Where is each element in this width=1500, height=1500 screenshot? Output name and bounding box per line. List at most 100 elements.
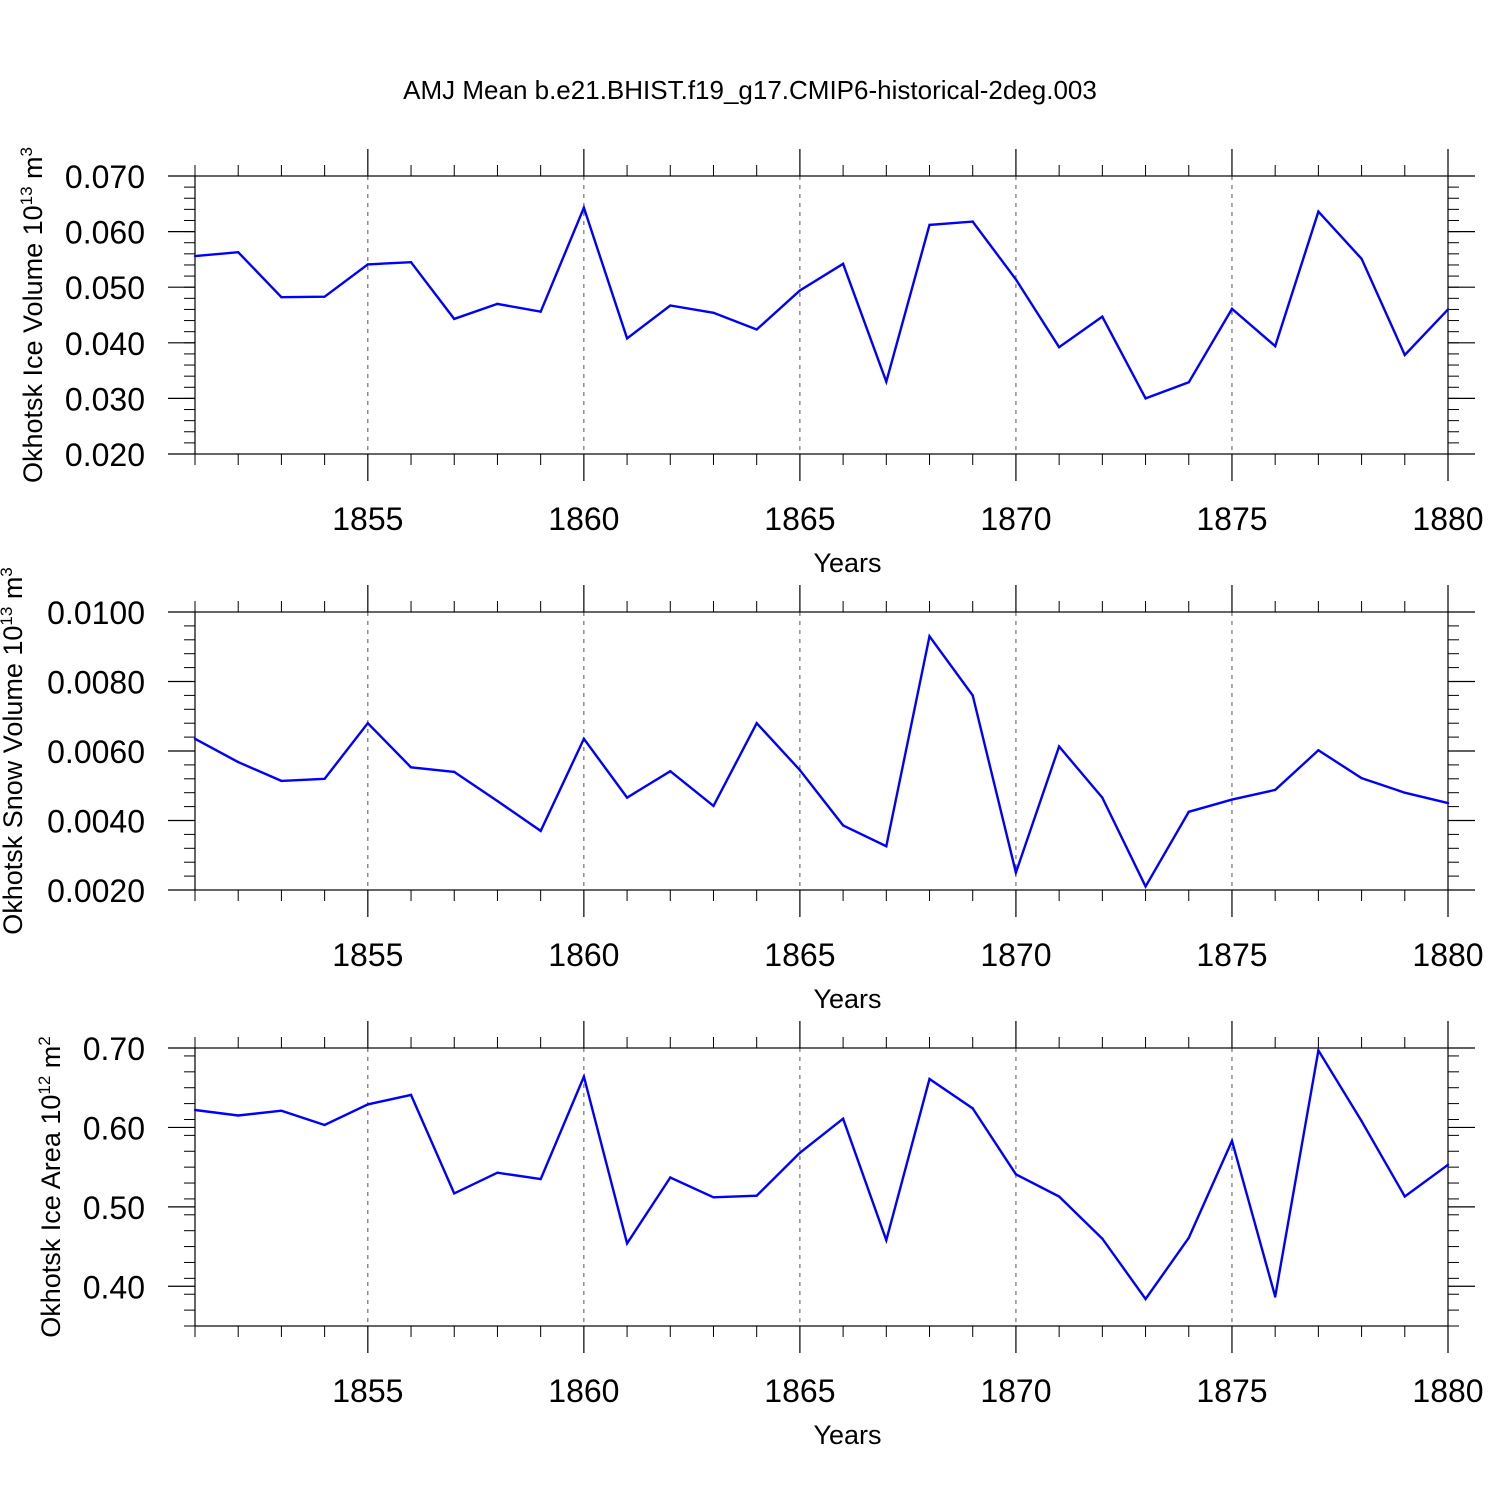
y-tick-label: 0.40 [83, 1269, 145, 1305]
y-tick-label: 0.0020 [47, 873, 145, 909]
data-point [366, 722, 370, 725]
chart-title: AMJ Mean b.e21.BHIST.f19_g17.CMIP6-histo… [403, 75, 1097, 105]
data-point [971, 694, 974, 697]
x-axis-label: Years [813, 548, 881, 578]
x-tick-label: 1870 [980, 1373, 1051, 1409]
x-tick-label: 1870 [980, 937, 1051, 973]
data-point [1273, 788, 1277, 792]
x-tick-label: 1865 [764, 501, 835, 537]
data-point [755, 722, 758, 725]
data-point [1101, 796, 1104, 799]
data-point [625, 796, 629, 799]
data-point [582, 737, 586, 741]
data-point [1057, 745, 1061, 748]
data-point [755, 328, 758, 331]
x-tick-label: 1860 [548, 1373, 619, 1409]
x-tick-label: 1875 [1196, 937, 1267, 973]
x-tick-label: 1870 [980, 501, 1051, 537]
data-point [1317, 1049, 1320, 1052]
data-point [669, 769, 672, 773]
data-point [1230, 798, 1234, 801]
data-point [1273, 344, 1277, 348]
series-line [194, 633, 1449, 890]
data-point [1403, 353, 1406, 357]
data-point [841, 824, 845, 827]
y-tick-label: 0.060 [65, 215, 145, 251]
y-tick-label: 0.70 [83, 1031, 145, 1067]
data-point [798, 1151, 802, 1155]
chart-panel-2: 1855 1860 1865 1870 1875 1880 Years 0.0020 0.004… [0, 567, 1484, 1014]
data-point [1014, 871, 1018, 874]
y-axis-label: Okhotsk Snow Volume 1013 m3 [0, 567, 28, 935]
data-point [1446, 308, 1450, 311]
data-point [1101, 1237, 1104, 1240]
x-tick-label: 1880 [1412, 937, 1483, 973]
data-point [1317, 749, 1320, 752]
chart-panels: 1855 1860 1865 1870 1875 1880 Years 0.020 0.030 0… [0, 147, 1484, 1450]
data-point [841, 262, 845, 266]
data-point [1403, 1195, 1406, 1198]
data-point [1187, 810, 1190, 814]
data-point [928, 635, 931, 638]
y-tick-label: 0.60 [83, 1110, 145, 1146]
data-point [539, 829, 542, 833]
data-point [971, 220, 974, 223]
data-point [798, 768, 802, 772]
data-point [1014, 1173, 1018, 1176]
data-point [539, 310, 542, 313]
x-tick-label: 1875 [1196, 501, 1267, 537]
data-point [1317, 210, 1320, 213]
data-point [1014, 278, 1018, 281]
data-point [237, 760, 240, 764]
data-point [323, 777, 326, 780]
data-point [755, 1194, 758, 1197]
data-point [1230, 1139, 1234, 1143]
chart-panel-1: 1855 1860 1865 1870 1875 1880 Years 0.020 0.030 0… [17, 147, 1484, 578]
data-point [280, 779, 283, 783]
data-point [193, 254, 197, 258]
y-tick-label: 0.0060 [47, 734, 145, 770]
data-point [453, 770, 456, 774]
data-point [453, 1192, 456, 1195]
data-point [323, 295, 326, 298]
data-point [1446, 1163, 1450, 1166]
data-point [1144, 1297, 1147, 1301]
x-tick-label: 1860 [548, 501, 619, 537]
data-point [496, 302, 499, 306]
data-point [1230, 307, 1234, 311]
data-point [971, 1107, 974, 1110]
series-line [194, 1047, 1449, 1302]
data-point [193, 1108, 197, 1112]
data-point [669, 1176, 672, 1179]
series-line [194, 204, 1449, 400]
plot-frame [194, 175, 1449, 455]
data-point [1360, 776, 1363, 780]
data-point [1187, 381, 1190, 384]
x-axis-label: Years [813, 984, 881, 1014]
data-point [1360, 1119, 1363, 1123]
x-tick-label: 1865 [764, 1373, 835, 1409]
data-point [712, 804, 715, 808]
data-point [1144, 397, 1147, 400]
data-point [1446, 801, 1450, 805]
data-point [366, 1103, 370, 1106]
data-point [712, 1196, 715, 1199]
x-tick-label: 1875 [1196, 1373, 1267, 1409]
data-point [409, 1093, 413, 1097]
data-point [237, 250, 240, 254]
data-point [841, 1117, 845, 1120]
y-tick-label: 0.050 [65, 270, 145, 306]
data-point [496, 1171, 499, 1174]
y-tick-label: 0.0100 [47, 595, 145, 631]
plot-frame [194, 611, 1449, 891]
y-tick-label: 0.040 [65, 326, 145, 362]
data-point [1057, 346, 1061, 349]
data-point [582, 1075, 586, 1078]
data-point [1273, 1295, 1277, 1298]
x-tick-label: 1855 [332, 937, 403, 973]
data-point [280, 1109, 283, 1112]
data-point [885, 380, 888, 383]
data-point [1144, 885, 1147, 888]
x-tick-label: 1880 [1412, 501, 1483, 537]
data-point [1360, 257, 1363, 261]
